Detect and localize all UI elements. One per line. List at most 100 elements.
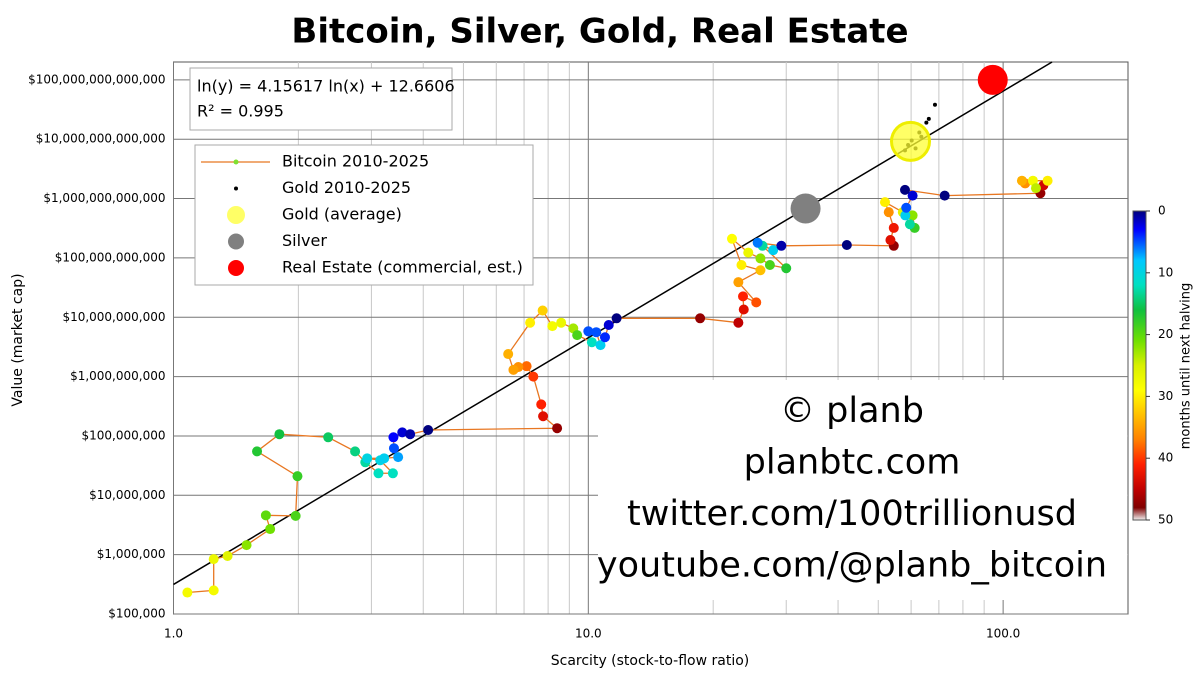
- data-point: [388, 443, 399, 454]
- data-point: [768, 245, 779, 256]
- data-point: [292, 471, 303, 482]
- data-point: [755, 265, 766, 276]
- fit-equation: ln(y) = 4.15617 ln(x) + 12.6606: [197, 77, 455, 96]
- data-point: [503, 349, 514, 360]
- data-point: [586, 337, 597, 348]
- data-point: [755, 253, 766, 264]
- x-tick-label: 10.0: [575, 627, 602, 641]
- data-point: [537, 305, 548, 316]
- data-point: [899, 184, 910, 195]
- data-point: [595, 340, 606, 351]
- data-point: [841, 240, 852, 251]
- x-tick-label: 1.0: [164, 627, 183, 641]
- colorbar-tick-label: 10: [1158, 265, 1173, 279]
- data-point: [599, 332, 610, 343]
- data-point: [603, 320, 614, 331]
- watermark-box: [598, 380, 1128, 600]
- y-tick-label: $1,000,000: [97, 547, 166, 561]
- data-point: [738, 291, 749, 302]
- data-point: [932, 102, 937, 107]
- data-point: [290, 510, 301, 521]
- data-point: [323, 432, 334, 443]
- data-point: [274, 429, 285, 440]
- data-point: [379, 453, 390, 464]
- data-point: [738, 304, 749, 315]
- data-point: [536, 399, 547, 410]
- data-point: [781, 263, 792, 274]
- data-point: [776, 240, 787, 251]
- colorbar: [1132, 210, 1147, 521]
- data-point: [695, 313, 706, 324]
- data-point: [572, 330, 583, 341]
- legend-label: Silver: [282, 231, 327, 250]
- data-point: [208, 554, 219, 565]
- legend-label: Gold (average): [282, 205, 402, 224]
- data-point: [726, 233, 737, 244]
- y-tick-label: $10,000,000: [89, 488, 165, 502]
- data-point: [591, 327, 602, 338]
- legend-marker: [234, 186, 238, 191]
- data-point: [907, 190, 918, 201]
- data-point: [528, 371, 539, 382]
- data-point: [521, 361, 532, 372]
- data-point: [552, 423, 563, 434]
- data-point: [733, 317, 744, 328]
- chart-title: Bitcoin, Silver, Gold, Real Estate: [291, 12, 908, 52]
- data-point: [939, 190, 950, 201]
- legend-marker: [228, 233, 244, 250]
- data-point: [265, 524, 276, 535]
- y-axis-title: Value (market cap): [10, 273, 26, 406]
- legend-label: Real Estate (commercial, est.): [282, 258, 523, 277]
- colorbar-tick-label: 20: [1158, 327, 1173, 341]
- legend-box: [194, 144, 534, 286]
- data-point: [1016, 175, 1027, 186]
- data-point: [752, 237, 763, 248]
- y-tick-label: $100,000,000,000,000: [28, 72, 165, 86]
- data-point: [611, 313, 622, 324]
- data-point: [790, 193, 821, 224]
- legend-label: Gold 2010-2025: [282, 178, 411, 197]
- data-point: [222, 550, 233, 561]
- watermark-text: twitter.com/100trillionusd: [627, 494, 1077, 534]
- legend-marker: [227, 206, 245, 224]
- equation-box: [189, 67, 453, 131]
- data-point: [901, 202, 912, 213]
- data-point: [260, 510, 271, 521]
- legend-label: Bitcoin 2010-2025: [282, 152, 429, 171]
- watermark-text: youtube.com/@planb_bitcoin: [597, 546, 1107, 586]
- x-axis-title: Scarcity (stock-to-flow ratio): [551, 653, 749, 669]
- data-point: [926, 116, 931, 121]
- data-point: [393, 452, 404, 463]
- data-point: [924, 120, 929, 125]
- data-point: [350, 446, 361, 457]
- data-point: [525, 317, 536, 328]
- y-tick-label: $100,000: [108, 607, 165, 621]
- data-point: [538, 411, 549, 422]
- data-point: [900, 210, 911, 221]
- data-point: [879, 197, 890, 208]
- y-tick-label: $1,000,000,000,000: [43, 191, 165, 205]
- data-point: [547, 321, 558, 332]
- data-point: [890, 120, 932, 162]
- data-point: [977, 64, 1008, 95]
- data-point: [508, 364, 519, 375]
- y-tick-label: $10,000,000,000: [62, 310, 165, 324]
- colorbar-tick-label: 40: [1158, 451, 1173, 465]
- y-tick-label: $1,000,000,000: [70, 369, 165, 383]
- y-tick-label: $100,000,000: [82, 428, 166, 442]
- y-tick-label: $100,000,000,000: [55, 250, 166, 264]
- data-point: [208, 585, 219, 596]
- data-point: [733, 277, 744, 288]
- data-point: [388, 432, 399, 443]
- x-tick-label: 100.0: [986, 627, 1020, 641]
- data-point: [241, 540, 252, 551]
- data-point: [904, 219, 915, 230]
- data-point: [397, 427, 408, 438]
- colorbar-tick-label: 30: [1158, 389, 1173, 403]
- data-point: [362, 453, 373, 464]
- data-point: [556, 317, 567, 328]
- data-point: [736, 259, 747, 270]
- colorbar-title: months until next halving: [1179, 283, 1194, 450]
- data-point: [907, 210, 918, 221]
- data-point: [764, 259, 775, 270]
